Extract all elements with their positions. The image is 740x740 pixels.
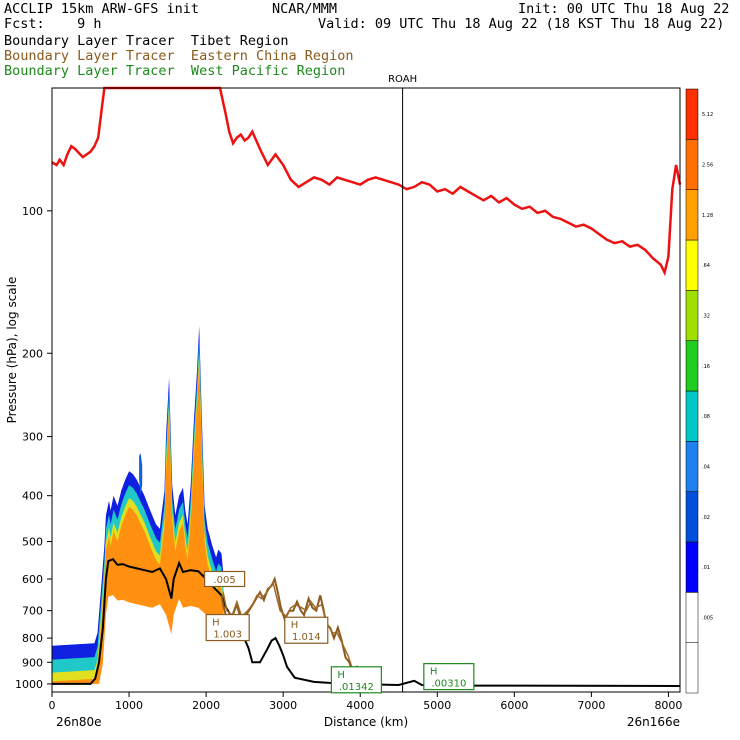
legend-west-pacific: Boundary Layer Tracer West Pacific Regio… [4, 63, 346, 79]
contour-label-h: H [337, 670, 345, 681]
right-endpoint-label: 26n166e [627, 715, 680, 729]
colorbar-label: .01 [702, 565, 710, 571]
plot-area: ROAH 0 1000 2000 3000 4000 5000 6000 7000 8000 100… [5, 74, 682, 729]
colorbar-segment [685, 340, 699, 392]
tibet-tracer-blob [139, 453, 143, 496]
legend-tibet: Boundary Layer Tracer Tibet Region [4, 33, 289, 49]
left-endpoint-label: 26n80e [56, 715, 102, 729]
y-tick-label: 200 [22, 347, 43, 360]
eastern-china-contour [220, 575, 370, 685]
tibet-tracer-fill [52, 361, 224, 684]
contour-label: H1.014 [284, 616, 329, 644]
contour-label-value: .005 [213, 575, 235, 586]
colorbar-segment [685, 441, 699, 492]
forecast-hour: Fcst: 9 h [4, 16, 102, 32]
colorbar: .005 .01 .02 .04 .08 .16 .32 .64 1.28 2.56 5.12 [685, 88, 713, 694]
contour-label: H.01342 [330, 666, 382, 694]
x-tick-label: 7000 [577, 699, 605, 712]
contour-label-h: H [430, 667, 438, 678]
contour-label-value: .00310 [431, 679, 466, 690]
colorbar-label: .02 [702, 515, 710, 521]
colorbar-segment [685, 290, 699, 341]
x-tick-label: 3000 [269, 699, 297, 712]
contour-label-box [205, 613, 250, 642]
contour-label-value: 1.003 [213, 630, 242, 641]
contour-label-box [284, 616, 329, 644]
contour-label: .005 [204, 570, 246, 588]
colorbar-segment [685, 592, 699, 643]
contour-label-h: H [212, 618, 220, 629]
run-title: ACCLIP 15km ARW-GFS init [4, 1, 200, 17]
colorbar-segment [685, 642, 699, 694]
y-tick-label: 800 [22, 632, 43, 645]
init-time: Init: 00 UTC Thu 18 Aug 22 [518, 1, 730, 17]
y-axis-label: Pressure (hPa), log scale [5, 277, 19, 424]
colorbar-segment [685, 390, 699, 442]
institution: NCAR/MMM [272, 1, 338, 17]
valid-time: Valid: 09 UTC Thu 18 Aug 22 (18 KST Thu … [318, 16, 725, 32]
y-tick-label: 500 [22, 536, 43, 549]
y-tick-label: 100 [22, 205, 43, 218]
eastern-china-contour-2 [222, 580, 364, 679]
x-tick-label: 1000 [115, 699, 143, 712]
legend-eastern-china: Boundary Layer Tracer Eastern China Regi… [4, 48, 354, 64]
x-tick-label: 4000 [346, 699, 374, 712]
colorbar-segment [685, 491, 699, 543]
colorbar-label: .005 [702, 616, 713, 622]
tropopause-line [51, 86, 682, 277]
contour-label-box [330, 666, 382, 694]
roah-marker-label: ROAH [388, 74, 417, 85]
y-tick-label: 700 [22, 605, 43, 618]
x-tick-label: 2000 [192, 699, 220, 712]
contour-label-box [204, 570, 246, 588]
header: ACCLIP 15km ARW-GFS init NCAR/MMM Init: … [0, 0, 740, 90]
colorbar-segment [685, 239, 699, 291]
x-axis-label: Distance (km) [324, 715, 408, 729]
y-tick-label: 900 [22, 656, 43, 669]
contour-label-value: .01342 [339, 682, 374, 693]
x-tick-label: 5000 [423, 699, 451, 712]
contour-label-h: H [291, 620, 299, 631]
colorbar-segment [685, 189, 699, 241]
colorbar-label: .64 [702, 263, 710, 269]
colorbar-label: 1.28 [702, 213, 713, 219]
y-tick-label: 600 [22, 573, 43, 586]
y-tick-label: 1000 [15, 678, 43, 691]
colorbar-segment [685, 541, 699, 593]
contour-label-value: 1.014 [292, 632, 321, 643]
colorbar-label: .08 [702, 414, 710, 420]
colorbar-segment [685, 88, 699, 140]
x-tick-label: 6000 [500, 699, 528, 712]
x-tick-label: 8000 [654, 699, 682, 712]
colorbar-label: .16 [702, 364, 710, 370]
colorbar-label: 2.56 [702, 163, 713, 169]
y-tick-label: 300 [22, 431, 43, 444]
y-tick-label: 400 [22, 490, 43, 503]
x-tick-label: 0 [49, 699, 56, 712]
contour-label-box [423, 663, 475, 691]
colorbar-label: 5.12 [702, 112, 713, 118]
contour-label: H.00310 [423, 663, 475, 691]
colorbar-label: .04 [702, 465, 710, 471]
colorbar-segment [685, 139, 699, 190]
terrain-line [52, 557, 681, 687]
colorbar-label: .32 [702, 314, 710, 320]
contour-label: H1.003 [205, 613, 250, 642]
